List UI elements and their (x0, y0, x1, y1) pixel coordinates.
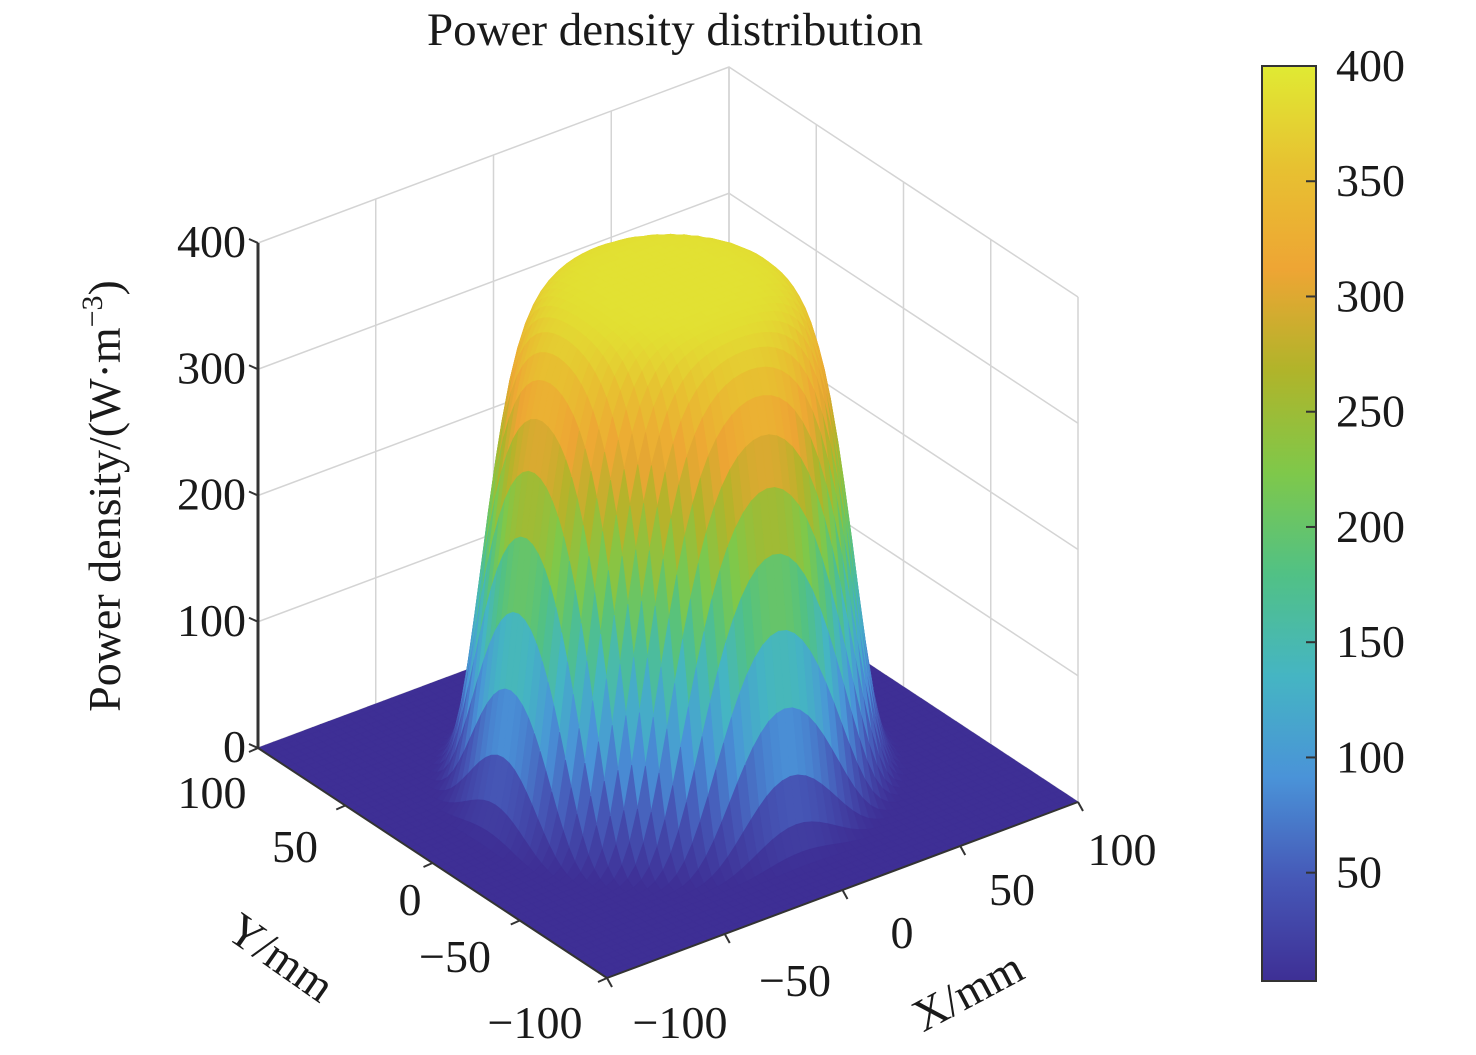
y-tick-label: 100 (178, 767, 247, 818)
grid-line-z (257, 192, 1079, 424)
x-tick (606, 977, 613, 988)
grid-line-z (257, 66, 1079, 298)
colorbar-tick-label: 150 (1336, 616, 1405, 667)
x-tick-label: 50 (989, 864, 1035, 915)
x-axis-label: X/mm (904, 941, 1032, 1041)
z-tick-label: 0 (223, 721, 246, 772)
x-tick (841, 889, 849, 900)
colorbar: 400 350 300 250 200 150 100 50 (1261, 40, 1405, 982)
y-tick (597, 977, 608, 983)
colorbar-tick-label: 100 (1336, 731, 1405, 782)
y-tick (510, 919, 521, 926)
surface-mesh (257, 233, 1079, 979)
z-tick-label: 400 (177, 216, 246, 267)
colorbar-tick-label: 350 (1336, 155, 1405, 206)
colorbar-tick-label: 250 (1336, 386, 1405, 437)
y-axis-label: Y/mm (218, 903, 344, 1012)
chart-title: Power density distribution (426, 4, 924, 56)
z-tick-label: 300 (177, 342, 246, 393)
y-tick (423, 862, 433, 868)
z-axis-label-close: ) (79, 280, 130, 295)
colorbar-fill (1261, 65, 1317, 982)
x-tick-label: 0 (891, 907, 914, 958)
z-tick-label: 100 (177, 595, 246, 646)
colorbar-tick-label: 400 (1336, 40, 1405, 91)
colorbar-tick-label: 300 (1336, 270, 1405, 321)
x-tick (959, 845, 967, 856)
colorbar-tick-label: 200 (1336, 501, 1405, 552)
z-tick-label: 200 (177, 469, 246, 520)
x-tick-label: 100 (1088, 824, 1157, 875)
x-tick-label: −100 (633, 997, 728, 1048)
y-tick-label: 50 (272, 821, 318, 872)
z-tick (248, 743, 259, 749)
y-tick (335, 804, 346, 811)
z-tick (248, 616, 259, 623)
z-axis-label-main: Power density/(W·m (79, 327, 130, 712)
x-tick (723, 933, 731, 944)
z-tick (248, 364, 259, 371)
z-axis-label: Power density/(W·m−3) (76, 280, 130, 712)
x-tick (1077, 801, 1084, 812)
z-axis-label-exponent: −3 (76, 295, 109, 327)
y-tick-label: 0 (399, 874, 422, 925)
x-tick-label: −50 (759, 955, 831, 1006)
z-tick (248, 238, 259, 244)
z-tick (248, 490, 259, 497)
y-tick-label: −100 (488, 997, 583, 1048)
colorbar-ticks: 400 350 300 250 200 150 100 50 (1306, 40, 1405, 898)
y-tick-label: −50 (419, 931, 491, 982)
y-tick (248, 747, 259, 753)
colorbar-tick-label: 50 (1336, 847, 1382, 898)
